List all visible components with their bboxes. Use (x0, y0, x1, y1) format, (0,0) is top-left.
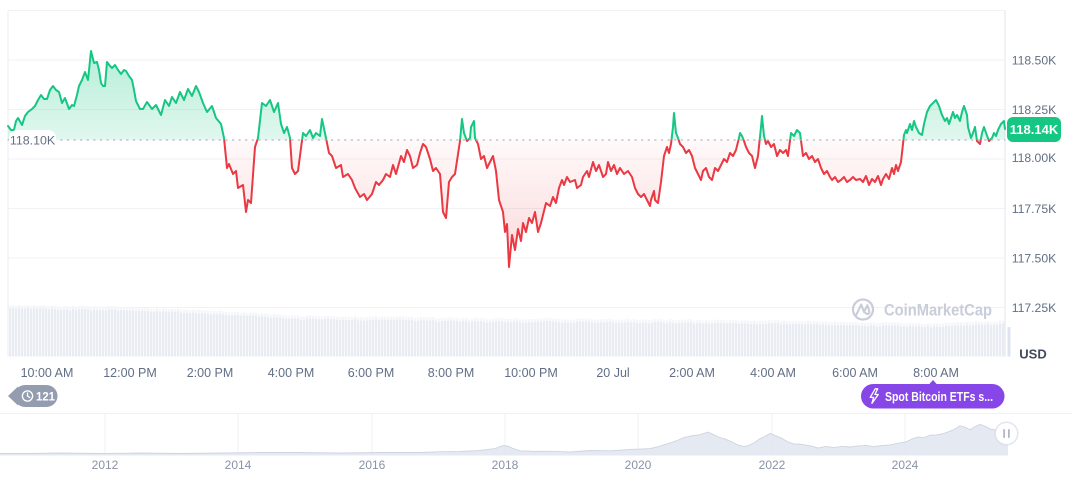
svg-text:Spot Bitcoin ETFs s...: Spot Bitcoin ETFs s... (885, 389, 993, 404)
svg-text:2:00 PM: 2:00 PM (187, 366, 234, 380)
svg-text:118.50K: 118.50K (1012, 53, 1057, 67)
svg-text:117.75K: 117.75K (1012, 202, 1057, 216)
svg-text:8:00 AM: 8:00 AM (913, 366, 959, 380)
svg-text:8:00 PM: 8:00 PM (428, 366, 475, 380)
svg-text:118.25K: 118.25K (1012, 103, 1057, 117)
svg-text:20 Jul: 20 Jul (596, 366, 629, 380)
svg-text:6:00 AM: 6:00 AM (832, 366, 878, 380)
svg-text:USD: USD (1019, 347, 1046, 362)
svg-text:2024: 2024 (892, 458, 919, 472)
svg-text:2:00 AM: 2:00 AM (669, 366, 715, 380)
svg-text:2016: 2016 (359, 458, 386, 472)
svg-text:10:00 PM: 10:00 PM (504, 366, 558, 380)
svg-text:2018: 2018 (492, 458, 519, 472)
svg-text:2020: 2020 (625, 458, 652, 472)
svg-text:118.00K: 118.00K (1012, 151, 1057, 165)
svg-text:6:00 PM: 6:00 PM (348, 366, 395, 380)
svg-text:10:00 AM: 10:00 AM (21, 366, 74, 380)
svg-text:117.50K: 117.50K (1012, 251, 1057, 265)
svg-text:118.10K: 118.10K (10, 133, 56, 147)
svg-text:121: 121 (36, 390, 55, 404)
svg-text:117.25K: 117.25K (1012, 301, 1057, 315)
svg-text:118.14K: 118.14K (1010, 122, 1059, 137)
svg-text:2014: 2014 (225, 458, 252, 472)
svg-text:4:00 AM: 4:00 AM (750, 366, 796, 380)
svg-text:2012: 2012 (92, 458, 119, 472)
svg-text:4:00 PM: 4:00 PM (268, 366, 315, 380)
svg-text:12:00 PM: 12:00 PM (103, 366, 157, 380)
svg-text:CoinMarketCap: CoinMarketCap (884, 301, 992, 320)
svg-text:2022: 2022 (759, 458, 786, 472)
